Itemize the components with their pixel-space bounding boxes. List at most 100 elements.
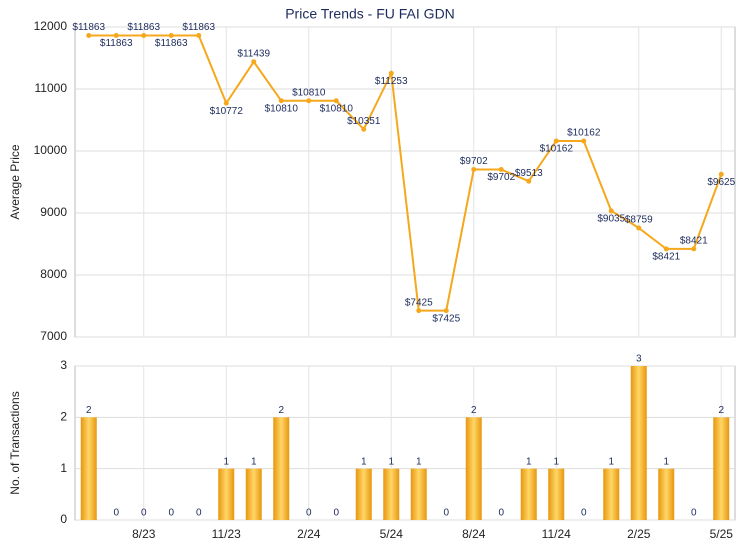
data-label: 1	[663, 456, 669, 467]
point	[306, 98, 312, 104]
y-tick-label: 12000	[34, 19, 68, 33]
point	[361, 126, 367, 132]
line	[88, 34, 723, 312]
y-tick-label: 1	[60, 461, 67, 475]
x-tick-label: 11/24	[542, 527, 571, 541]
point	[86, 32, 92, 38]
x-tick-label: 5/24	[380, 527, 404, 541]
data-label: 3	[636, 354, 642, 365]
y-axis-title: Average Price	[8, 144, 22, 219]
data-label: 0	[498, 508, 504, 519]
data-label: 2	[471, 405, 477, 416]
bar	[273, 417, 290, 520]
point	[333, 98, 339, 104]
data-label: 1	[223, 456, 229, 467]
point	[498, 166, 504, 172]
data-label: $9702	[487, 172, 515, 183]
data-label: 0	[168, 508, 174, 519]
data-label: $11439	[237, 48, 270, 59]
bar	[245, 468, 262, 520]
point	[608, 208, 614, 214]
point	[443, 308, 449, 314]
bar	[218, 468, 235, 520]
data-label: 1	[608, 456, 614, 467]
data-label: 2	[86, 405, 92, 416]
point	[553, 138, 559, 144]
point	[141, 32, 147, 38]
data-label: 0	[443, 508, 449, 519]
y-tick-label: 10000	[34, 143, 68, 157]
point	[388, 70, 394, 76]
x-tick-label: 11/23	[212, 527, 241, 541]
bar	[383, 468, 400, 520]
data-label: 0	[141, 508, 147, 519]
data-label: 2	[718, 405, 724, 416]
point	[663, 246, 669, 252]
data-label: $9035	[597, 213, 625, 224]
data-label: $11863	[127, 22, 160, 33]
data-label: $7425	[432, 313, 460, 324]
data-label: 2	[278, 405, 284, 416]
point	[526, 178, 532, 184]
y-tick-label: 2	[60, 410, 67, 424]
data-label: $11863	[72, 22, 105, 33]
bar	[603, 468, 620, 520]
data-label: $10772	[210, 106, 244, 117]
data-label: 1	[388, 456, 394, 467]
data-label: $9513	[515, 168, 543, 179]
data-label: 1	[553, 456, 559, 467]
data-label: 0	[333, 508, 339, 519]
point	[636, 225, 642, 231]
point	[251, 59, 257, 65]
point	[718, 171, 724, 177]
data-label: $8759	[625, 215, 653, 226]
data-label: 1	[251, 456, 257, 467]
bar	[355, 468, 372, 520]
point	[416, 308, 422, 314]
data-label: 1	[416, 456, 422, 467]
y-axis-title: No. of Transactions	[8, 391, 22, 494]
bar	[80, 417, 97, 520]
data-label: 0	[581, 508, 587, 519]
data-label: $10351	[347, 116, 381, 127]
y-tick-label: 7000	[40, 329, 67, 343]
chart-title: Price Trends - FU FAI GDN	[285, 6, 455, 22]
y-tick-label: 11000	[35, 81, 68, 95]
bar	[520, 468, 537, 520]
point	[196, 32, 202, 38]
y-tick-label: 3	[60, 358, 67, 372]
x-tick-label: 8/23	[132, 527, 156, 541]
data-label: $11863	[155, 38, 188, 49]
y-tick-label: 9000	[40, 205, 67, 219]
bar	[658, 468, 675, 520]
x-tick-label: 2/24	[297, 527, 321, 541]
y-tick-label: 0	[60, 512, 67, 526]
point	[223, 100, 229, 106]
bar	[548, 468, 565, 520]
bar	[713, 417, 730, 520]
data-label: $8421	[680, 236, 708, 247]
data-label: 0	[691, 508, 697, 519]
data-label: $8421	[652, 252, 680, 263]
bar	[630, 366, 647, 520]
data-label: 1	[526, 456, 532, 467]
data-label: 0	[306, 508, 312, 519]
y-tick-label: 8000	[40, 267, 67, 281]
data-label: 0	[196, 508, 202, 519]
x-tick-label: 8/24	[462, 527, 486, 541]
data-label: $11253	[375, 76, 408, 87]
bar	[465, 417, 482, 520]
plot-area	[74, 26, 736, 338]
data-label: $11863	[100, 38, 133, 49]
data-label: $10810	[265, 103, 299, 114]
data-label: $9702	[460, 156, 488, 167]
x-tick-label: 5/25	[710, 527, 734, 541]
point	[581, 138, 587, 144]
data-label: $10162	[540, 144, 574, 155]
data-label: 1	[361, 456, 367, 467]
point	[168, 32, 174, 38]
data-label: $7425	[405, 297, 433, 308]
point	[471, 166, 477, 172]
data-label: 0	[113, 508, 119, 519]
